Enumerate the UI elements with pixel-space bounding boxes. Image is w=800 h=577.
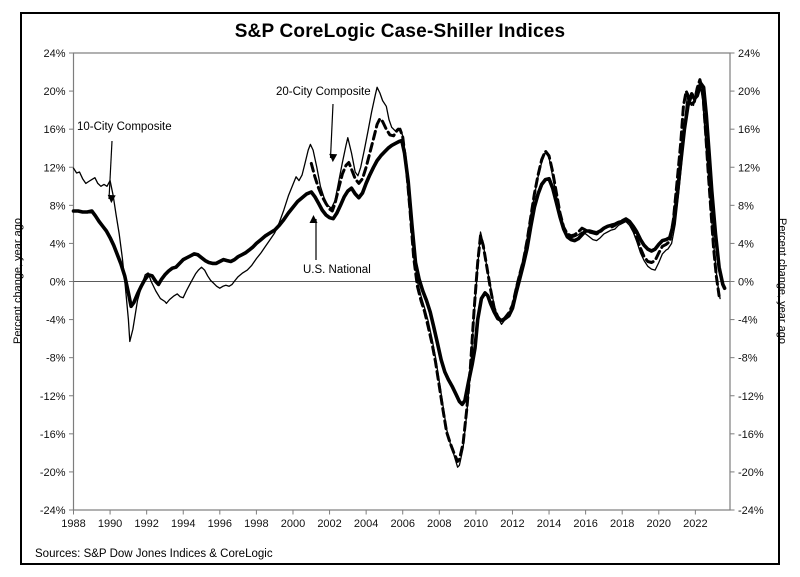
series-10-city-composite-line [72, 81, 721, 468]
y-tick-label-right: -20% [738, 467, 764, 479]
y-tick-label-left: 8% [50, 200, 66, 212]
y-tick-label-right: 4% [738, 238, 754, 250]
annotation-10-city-composite: 10-City Composite [77, 121, 172, 133]
y-tick-label-right: -8% [738, 353, 758, 365]
y-tick-label-right: -4% [738, 315, 758, 327]
x-tick-label: 2020 [647, 518, 671, 530]
x-tick-label: 2010 [464, 518, 488, 530]
x-tick-label: 1996 [208, 518, 232, 530]
chart-title: S&P CoreLogic Case-Shiller Indices [234, 21, 566, 42]
y-tick-label-right: -24% [738, 505, 764, 517]
x-tick-label: 1994 [171, 518, 195, 530]
y-tick-label-left: -24% [40, 505, 66, 517]
y-tick-label-left: 12% [43, 162, 65, 174]
y-tick-label-left: 0% [50, 277, 66, 289]
y-tick-label-left: -8% [46, 353, 66, 365]
x-tick-label: 2014 [537, 518, 561, 530]
series-20-city-composite-line [309, 78, 721, 463]
x-tick-label: 1992 [134, 518, 158, 530]
arrow-10-city [107, 140, 116, 204]
x-tick-label: 2018 [610, 518, 634, 530]
x-tick-label: 2016 [573, 518, 597, 530]
x-tick-label: 2012 [500, 518, 524, 530]
y-tick-label-right: -12% [738, 391, 764, 403]
y-tick-label-left: -20% [40, 467, 66, 479]
y-tick-label-right: 0% [738, 277, 754, 289]
y-tick-label-right: 16% [738, 124, 760, 136]
annotation-20-city-composite: 20-City Composite [276, 86, 371, 98]
x-tick-label: 2006 [390, 518, 414, 530]
x-tick-label: 2022 [683, 518, 707, 530]
y-tick-label-right: 24% [738, 48, 760, 60]
y-tick-label-right: -16% [738, 429, 764, 441]
y-tick-label-left: 16% [43, 124, 65, 136]
y-tick-label-left: 4% [50, 238, 66, 250]
x-tick-label: 1998 [244, 518, 268, 530]
x-tick-label: 1990 [98, 518, 122, 530]
annotation-us-national: U.S. National [303, 264, 371, 276]
x-tick-label: 2000 [281, 518, 305, 530]
y-tick-label-right: 20% [738, 86, 760, 98]
y-tick-label-left: -4% [46, 315, 66, 327]
y-tick-label-left: -12% [40, 391, 66, 403]
y-tick-label-left: -16% [40, 429, 66, 441]
x-tick-label: 1988 [61, 518, 85, 530]
x-tick-label: 2002 [317, 518, 341, 530]
arrow-20-city [329, 103, 338, 163]
y-tick-label-left: 24% [43, 48, 65, 60]
sources-note: Sources: S&P Dow Jones Indices & CoreLog… [35, 548, 273, 560]
figure-border [20, 12, 780, 565]
y-tick-label-right: 12% [738, 162, 760, 174]
y-tick-label-left: 20% [43, 86, 65, 98]
series-u-s-national-line [71, 81, 727, 407]
y-tick-label-right: 8% [738, 200, 754, 212]
x-tick-label: 2008 [427, 518, 451, 530]
x-tick-label: 2004 [354, 518, 378, 530]
